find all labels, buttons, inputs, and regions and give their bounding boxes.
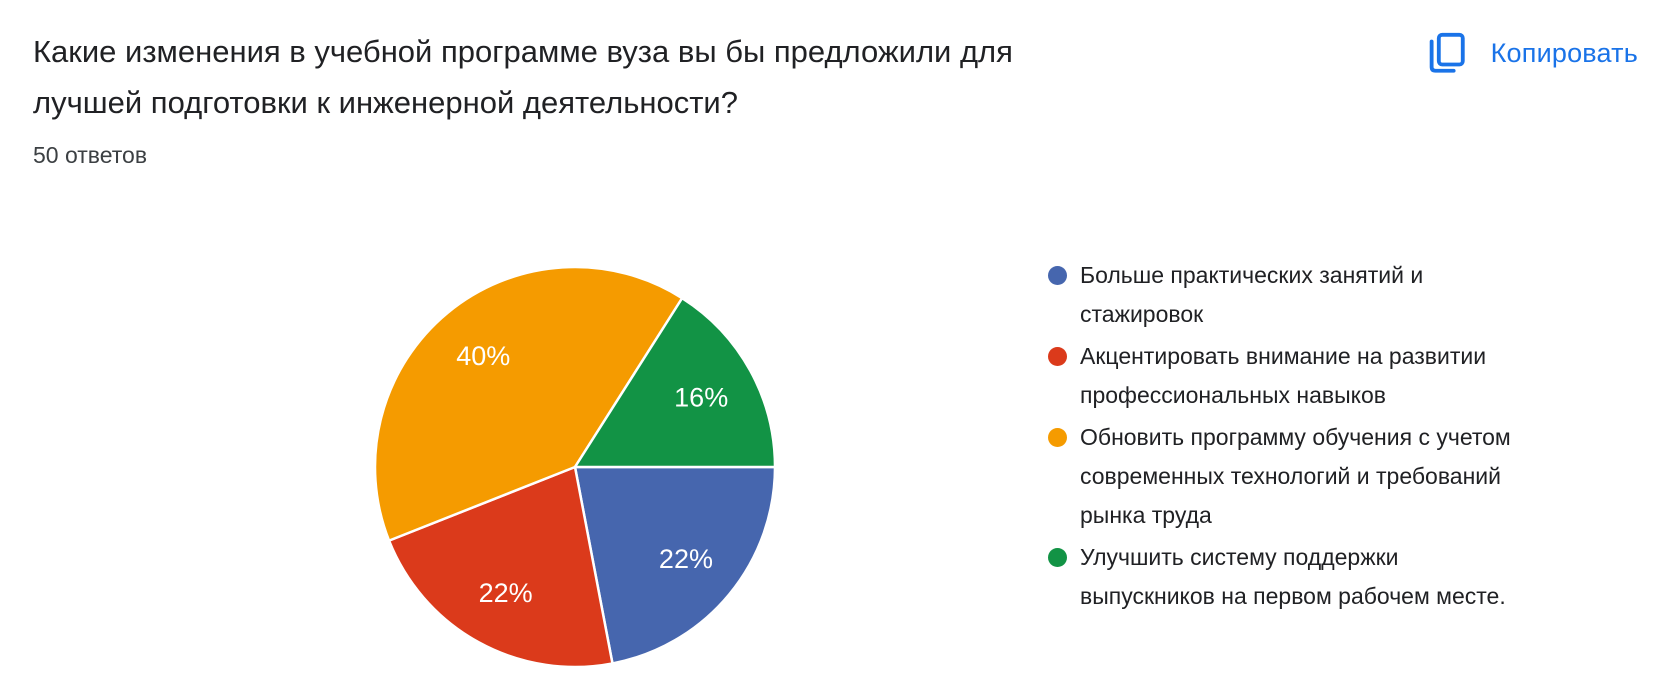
pie-slice-percent-label: 16% <box>674 383 728 413</box>
legend-item: Улучшить систему поддержки выпускников н… <box>1048 538 1526 616</box>
legend-item: Акцентировать внимание на развитии профе… <box>1048 337 1526 415</box>
pie-slice-3[interactable] <box>373 265 684 542</box>
legend-swatch-icon <box>1048 266 1067 285</box>
pie-slice-2[interactable] <box>387 465 614 669</box>
copy-button[interactable]: Копировать <box>1419 24 1642 82</box>
legend-swatch-icon <box>1048 428 1067 447</box>
legend-item-label: Улучшить систему поддержки выпускников н… <box>1080 544 1506 609</box>
legend-item: Обновить программу обучения с учетом сов… <box>1048 418 1526 535</box>
copy-icon <box>1423 30 1469 76</box>
question-title-line-1: Какие изменения в учебной программе вуза… <box>33 34 1013 69</box>
legend-item-label: Акцентировать внимание на развитии профе… <box>1080 343 1487 408</box>
pie-slice-1[interactable] <box>573 465 777 665</box>
pie-slice-percent-label: 22% <box>479 578 533 608</box>
pie-slice-percent-label: 22% <box>659 544 713 574</box>
legend-swatch-icon <box>1048 347 1067 366</box>
legend-item: Больше практических занятий и стажировок <box>1048 256 1526 334</box>
pie-slice-percent-label: 40% <box>456 341 510 371</box>
pie-chart: 22% 22% 40% 16% <box>365 257 785 677</box>
legend-item-label: Обновить программу обучения с учетом сов… <box>1080 424 1511 528</box>
legend-item-label: Больше практических занятий и стажировок <box>1080 262 1424 327</box>
pie-slice-4[interactable] <box>573 296 777 469</box>
copy-button-label: Копировать <box>1490 37 1638 68</box>
chart-legend: Больше практических занятий и стажировок… <box>1048 256 1526 619</box>
legend-swatch-icon <box>1048 548 1067 567</box>
responses-count: 50 ответов <box>33 142 148 168</box>
question-title: Какие изменения в учебной программе вуза… <box>33 26 1213 128</box>
question-title-line-2: лучшей подготовки к инженерной деятельно… <box>33 85 738 120</box>
